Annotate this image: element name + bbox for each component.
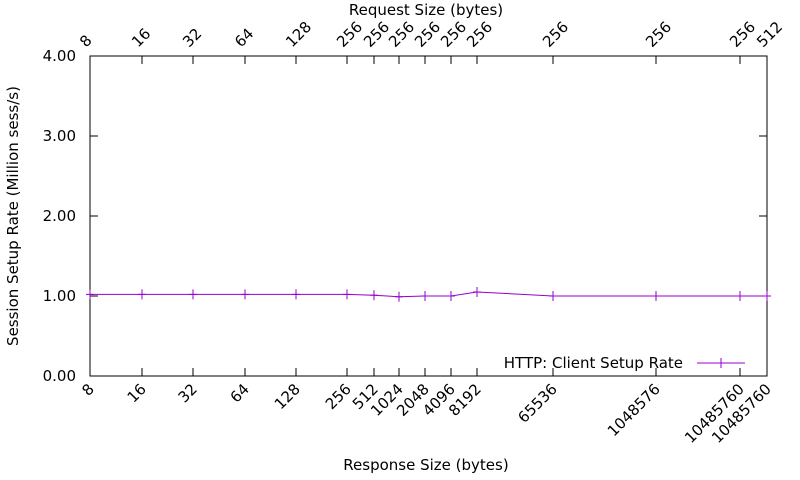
x2-tick-label: 16 — [128, 25, 154, 51]
x2-tick-label: 32 — [179, 25, 205, 51]
x-tick-label: 128 — [271, 380, 304, 413]
x2-tick-label: 512 — [753, 18, 786, 51]
x2-tick-label: 256 — [333, 18, 366, 51]
x2-tick-label: 256 — [411, 18, 444, 51]
y-tick-label: 3.00 — [43, 127, 76, 145]
x2-tick-label: 256 — [463, 18, 496, 51]
plot-frame — [89, 55, 768, 377]
x-tick-label: 16 — [124, 380, 150, 406]
tick-marks — [89, 55, 768, 377]
x2-tick-label: 256 — [726, 18, 759, 51]
x-tick-label: 1048576 — [604, 380, 664, 440]
x2-tick-label: 64 — [231, 25, 257, 51]
x-tick-label: 64 — [227, 380, 253, 406]
x2-tick-label: 256 — [642, 18, 675, 51]
y-tick-label: 4.00 — [43, 47, 76, 65]
series-layer — [86, 287, 771, 302]
y-axis-label: Session Setup Rate (Million sess/s) — [4, 86, 22, 346]
x2-tick-label: 8 — [76, 31, 95, 50]
x2-tick-label: 256 — [385, 18, 418, 51]
y-tick-label: 1.00 — [43, 287, 76, 305]
x2-tick-label: 256 — [539, 18, 572, 51]
y-tick-label: 0.00 — [43, 367, 76, 385]
legend-label: HTTP: Client Setup Rate — [504, 354, 683, 372]
x2-axis-label: Request Size (bytes) — [349, 1, 503, 19]
x2-tick-label: 128 — [282, 18, 315, 51]
x-tick-label: 256 — [322, 380, 355, 413]
x-tick-label: 65536 — [514, 380, 560, 426]
y-tick-label: 2.00 — [43, 207, 76, 225]
legend: HTTP: Client Setup Rate — [504, 354, 745, 372]
x-tick-label: 32 — [175, 380, 201, 406]
x2-tick-label: 256 — [437, 18, 470, 51]
x-tick-label: 8 — [78, 380, 97, 399]
tick-labels: 0.001.002.003.004.0088161632326464128128… — [43, 18, 786, 447]
x-axis-label: Response Size (bytes) — [343, 456, 508, 474]
